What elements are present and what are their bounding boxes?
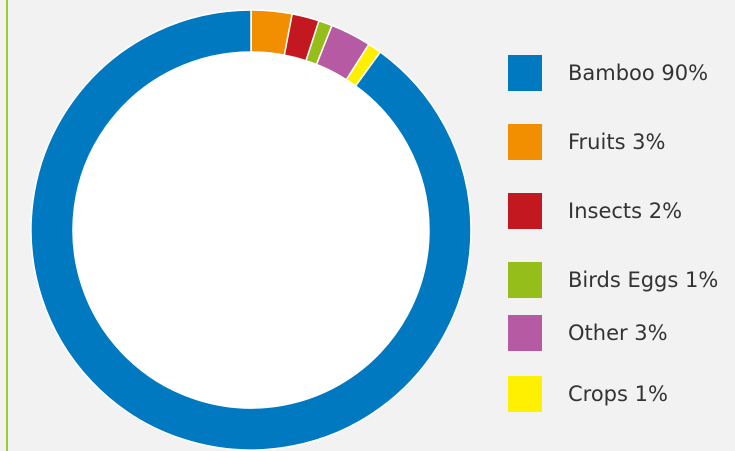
legend-swatch-bamboo: [508, 55, 542, 91]
legend-swatch-crops: [508, 376, 542, 412]
legend-swatch-birds-eggs: [508, 262, 542, 298]
donut-slice-bamboo: [30, 9, 472, 451]
donut-hole: [73, 52, 429, 408]
legend-label-fruits: Fruits 3%: [568, 130, 666, 154]
legend-swatch-insects: [508, 193, 542, 229]
legend-swatch-fruits: [508, 124, 542, 160]
legend-swatch-other: [508, 315, 542, 351]
legend-label-birds-eggs: Birds Eggs 1%: [568, 268, 719, 292]
legend-label-insects: Insects 2%: [568, 199, 683, 223]
legend-label-other: Other 3%: [568, 321, 668, 345]
legend-label-crops: Crops 1%: [568, 382, 668, 406]
legend-label-bamboo: Bamboo 90%: [568, 61, 709, 85]
left-accent-border: [6, 0, 8, 451]
donut-chart: [30, 9, 472, 451]
